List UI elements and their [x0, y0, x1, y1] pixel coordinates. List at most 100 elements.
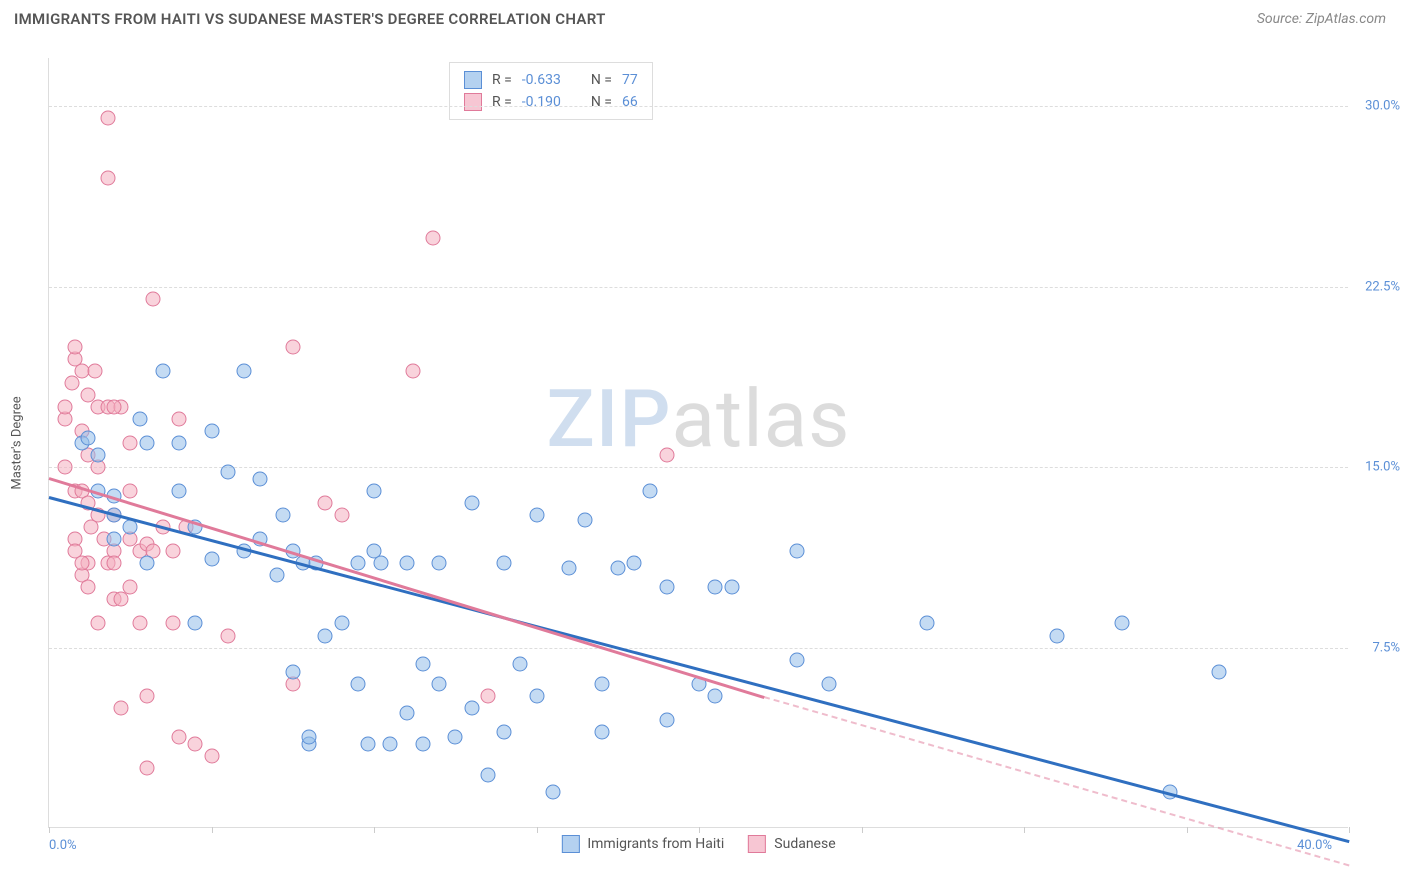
stat-row-sudanese: R = -0.190 N = 66	[464, 91, 638, 113]
data-point	[172, 729, 187, 744]
trend-line-sudanese-extrapolated	[764, 696, 1350, 866]
legend-label: Sudanese	[774, 836, 835, 852]
y-tick-label: 30.0%	[1365, 99, 1400, 114]
data-point	[220, 628, 235, 643]
data-point	[659, 712, 674, 727]
data-point	[165, 616, 180, 631]
data-point	[302, 729, 317, 744]
data-point	[100, 111, 115, 126]
data-point	[659, 448, 674, 463]
data-point	[285, 339, 300, 354]
data-point	[708, 580, 723, 595]
data-point	[610, 561, 625, 576]
data-point	[165, 544, 180, 559]
data-point	[448, 729, 463, 744]
data-point	[107, 556, 122, 571]
data-point	[269, 568, 284, 583]
data-point	[545, 784, 560, 799]
data-point	[373, 556, 388, 571]
data-point	[334, 616, 349, 631]
legend-item-haiti: Immigrants from Haiti	[561, 835, 724, 853]
watermark-zip: ZIP	[547, 372, 672, 466]
chart-title: IMMIGRANTS FROM HAITI VS SUDANESE MASTER…	[14, 10, 606, 28]
data-point	[81, 431, 96, 446]
data-point	[84, 520, 99, 535]
x-tick	[374, 827, 375, 833]
r-label: R =	[492, 94, 512, 110]
x-tick	[699, 827, 700, 833]
data-point	[123, 484, 138, 499]
scatter-chart: Master's Degree ZIPatlas R = -0.633 N = …	[48, 58, 1348, 828]
data-point	[594, 676, 609, 691]
x-tick	[1349, 827, 1350, 833]
data-point	[133, 411, 148, 426]
data-point	[318, 496, 333, 511]
data-point	[822, 676, 837, 691]
legend: Immigrants from Haiti Sudanese	[561, 835, 835, 853]
data-point	[58, 460, 73, 475]
data-point	[107, 532, 122, 547]
data-point	[107, 399, 122, 414]
data-point	[350, 556, 365, 571]
x-tick	[1187, 827, 1188, 833]
data-point	[123, 436, 138, 451]
data-point	[724, 580, 739, 595]
data-point	[529, 688, 544, 703]
data-point	[90, 616, 105, 631]
data-point	[113, 700, 128, 715]
data-point	[318, 628, 333, 643]
data-point	[708, 688, 723, 703]
data-point	[1049, 628, 1064, 643]
data-point	[497, 724, 512, 739]
data-point	[133, 616, 148, 631]
data-point	[425, 231, 440, 246]
data-point	[204, 423, 219, 438]
data-point	[253, 472, 268, 487]
data-point	[220, 464, 235, 479]
data-point	[432, 676, 447, 691]
source-credit: Source: ZipAtlas.com	[1257, 11, 1386, 27]
data-point	[383, 736, 398, 751]
data-point	[513, 657, 528, 672]
gridline	[49, 467, 1348, 468]
data-point	[139, 688, 154, 703]
x-tick	[212, 827, 213, 833]
data-point	[204, 748, 219, 763]
data-point	[480, 688, 495, 703]
data-point	[100, 171, 115, 186]
legend-item-sudanese: Sudanese	[748, 835, 835, 853]
trend-line-sudanese	[49, 477, 765, 699]
swatch-blue-icon	[561, 835, 579, 853]
data-point	[172, 484, 187, 499]
data-point	[529, 508, 544, 523]
n-label: N =	[591, 94, 612, 110]
data-point	[172, 436, 187, 451]
data-point	[350, 676, 365, 691]
stat-row-haiti: R = -0.633 N = 77	[464, 69, 638, 91]
data-point	[594, 724, 609, 739]
swatch-pink-icon	[464, 93, 482, 111]
data-point	[87, 363, 102, 378]
trend-line-haiti	[49, 496, 1350, 843]
data-point	[919, 616, 934, 631]
data-point	[285, 664, 300, 679]
data-point	[58, 399, 73, 414]
data-point	[276, 508, 291, 523]
correlation-stats-box: R = -0.633 N = 77 R = -0.190 N = 66	[449, 62, 653, 120]
watermark-atlas: atlas	[672, 372, 851, 466]
gridline	[49, 287, 1348, 288]
data-point	[334, 508, 349, 523]
data-point	[139, 436, 154, 451]
data-point	[172, 411, 187, 426]
y-axis-label: Master's Degree	[10, 396, 25, 489]
data-point	[204, 551, 219, 566]
data-point	[399, 705, 414, 720]
data-point	[64, 375, 79, 390]
data-point	[659, 580, 674, 595]
data-point	[81, 580, 96, 595]
data-point	[139, 760, 154, 775]
data-point	[789, 652, 804, 667]
data-point	[155, 363, 170, 378]
data-point	[480, 768, 495, 783]
n-value-sudanese: 66	[622, 94, 638, 110]
